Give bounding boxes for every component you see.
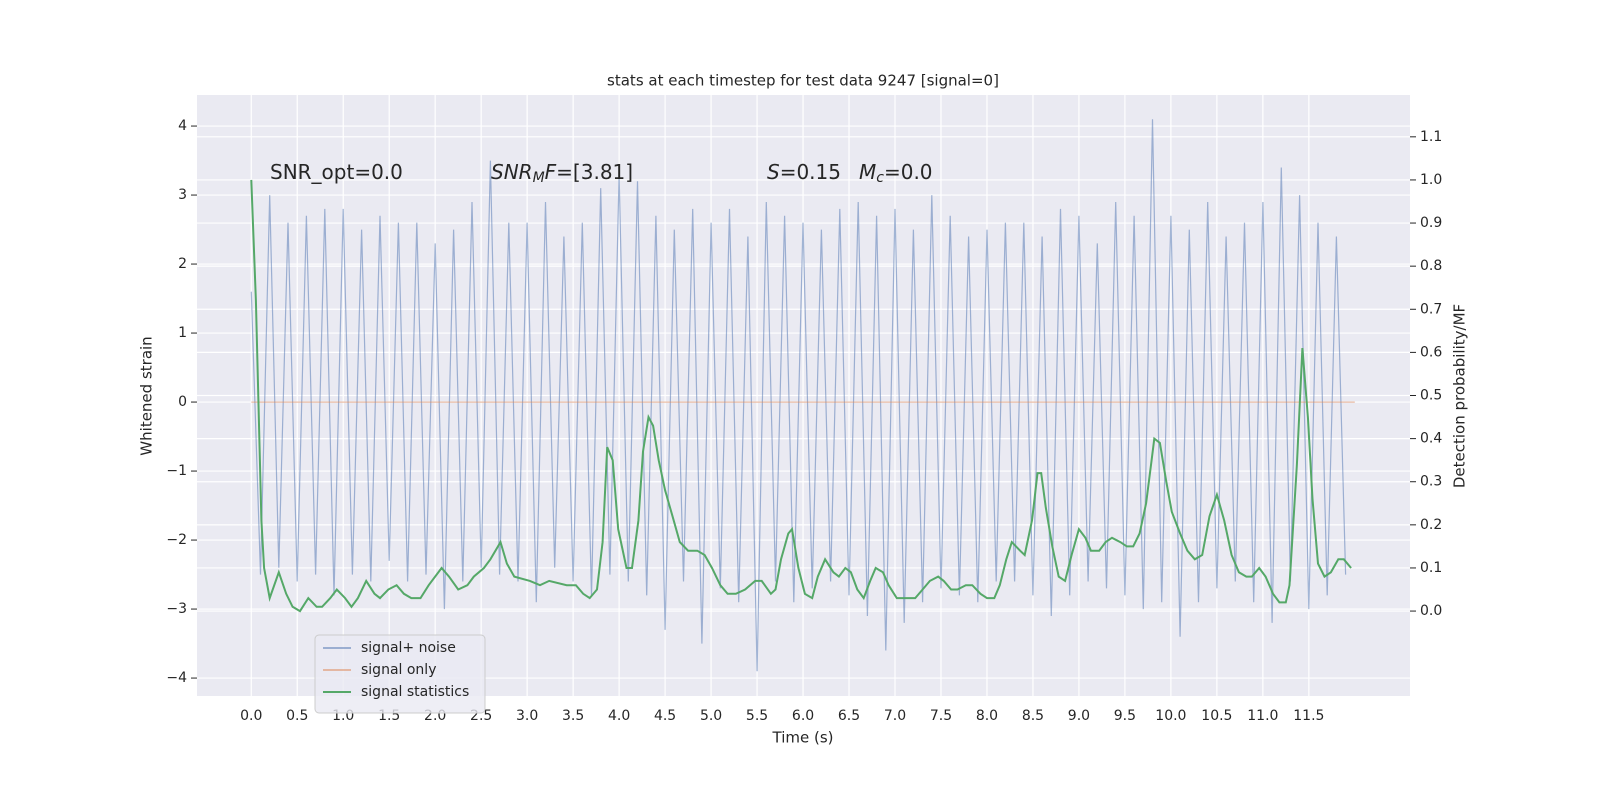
x-tick-label: 11.0: [1247, 708, 1278, 724]
y2-tick-label: 0.0: [1420, 603, 1442, 619]
y-tick-label: 0: [178, 394, 187, 410]
y-axis-label: Whitened strain: [138, 336, 156, 455]
x-tick-label: 9.0: [1068, 708, 1090, 724]
annotation-part: SNR: [491, 160, 533, 184]
annotation: SNRMF=[3.81]: [491, 160, 633, 187]
y-tick-label: 2: [178, 256, 187, 272]
annotation-part: =[3.81]: [556, 160, 633, 184]
y-tick-label: −3: [166, 601, 187, 617]
y-tick-label: −2: [166, 532, 187, 548]
legend-label: signal statistics: [361, 684, 469, 700]
x-tick-label: 6.0: [792, 708, 814, 724]
annotation-part: =0.15: [780, 160, 841, 184]
x-tick-label: 3.5: [562, 708, 584, 724]
x-tick-label: 0.5: [286, 708, 308, 724]
x-tick-label: 8.0: [976, 708, 998, 724]
y2-tick-label: 0.9: [1420, 215, 1442, 231]
annotation: Mc=0.0: [859, 160, 933, 187]
x-tick-label: 0.0: [240, 708, 262, 724]
legend-label: signal+ noise: [361, 640, 456, 656]
annotation-part: M: [533, 170, 545, 186]
y-tick-label: 3: [178, 187, 187, 203]
legend-box: [314, 634, 486, 714]
x-tick-label: 3.0: [516, 708, 538, 724]
y2-tick-label: 1.1: [1420, 129, 1442, 145]
x-tick-label: 5.0: [700, 708, 722, 724]
y2-tick-label: 0.5: [1420, 388, 1442, 404]
y2-tick-label: 0.3: [1420, 474, 1442, 490]
y2-tick-label: 0.8: [1420, 258, 1442, 274]
annotation-part: c: [876, 170, 884, 186]
x-tick-label: 7.0: [884, 708, 906, 724]
chart-title: stats at each timestep for test data 924…: [607, 72, 999, 90]
x-tick-label: 9.5: [1114, 708, 1136, 724]
y-tick-label: −1: [166, 463, 187, 479]
x-tick-label: 4.0: [608, 708, 630, 724]
y-tick-label: 4: [178, 118, 187, 134]
series-line: [250, 119, 1347, 672]
annotation-part: S: [767, 160, 780, 184]
y2-tick-label: 0.6: [1420, 344, 1442, 360]
x-tick-label: 4.5: [654, 708, 676, 724]
y2-tick-label: 0.7: [1420, 301, 1442, 317]
annotation: S=0.15: [767, 160, 841, 184]
x-tick-label: 10.5: [1201, 708, 1232, 724]
annotation-part: =0.0: [884, 160, 933, 184]
y-tick-label: −4: [166, 670, 187, 686]
x-tick-label: 5.5: [746, 708, 768, 724]
y2-tick-label: 0.4: [1420, 431, 1442, 447]
series-line: [250, 179, 1352, 613]
x-tick-label: 7.5: [930, 708, 952, 724]
y2-tick-label: 0.1: [1420, 560, 1442, 576]
y2-tick-label: 0.2: [1420, 517, 1442, 533]
y2-axis-label: Detection probability/MF: [1451, 304, 1469, 488]
annotation-part: F: [545, 160, 557, 184]
annotation-part: SNR_opt=0.0: [270, 160, 403, 184]
y2-tick-label: 1.0: [1420, 172, 1442, 188]
annotation: SNR_opt=0.0: [270, 160, 403, 184]
x-tick-label: 10.0: [1155, 708, 1186, 724]
x-tick-label: 11.5: [1293, 708, 1324, 724]
y-tick-label: 1: [178, 325, 187, 341]
x-axis-label: Time (s): [772, 729, 834, 747]
x-tick-label: 8.5: [1022, 708, 1044, 724]
legend-label: signal only: [361, 662, 436, 678]
x-tick-label: 6.5: [838, 708, 860, 724]
annotation-part: M: [859, 160, 876, 184]
